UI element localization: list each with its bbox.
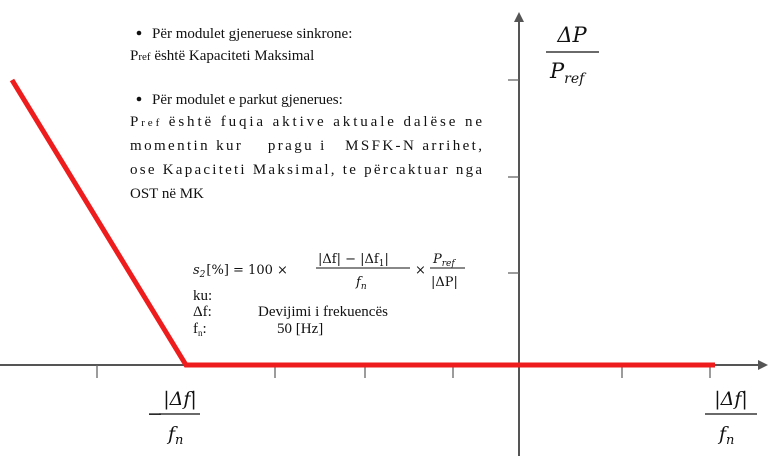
- text: :: [208, 304, 212, 320]
- numerator: Pref: [432, 252, 456, 269]
- symbol: f: [166, 423, 178, 445]
- x-neg-num: |Δf|: [163, 388, 197, 410]
- symbol: f: [717, 423, 729, 445]
- symbol: P: [549, 59, 565, 83]
- legend-text: Devijimi i frekuencës: [258, 304, 388, 320]
- subscript: 1: [379, 259, 385, 269]
- bullet-title: Për modulet gjeneruese sinkrone:: [152, 26, 352, 42]
- subscript: ref: [564, 71, 587, 87]
- subscript: ref: [442, 259, 457, 269]
- x-pos-num: |Δf|: [714, 388, 748, 410]
- symbol: P: [130, 114, 138, 130]
- bullet-line: ose Kapaciteti Maksimal, te përcaktuar n…: [130, 162, 482, 178]
- bullet-line: momentin kur pragu i MSFK-N arrihet,: [130, 138, 482, 154]
- text: :: [203, 321, 207, 337]
- subscript: ref: [141, 117, 159, 129]
- bullet-line: Pref është Kapaciteti Maksimal: [130, 48, 314, 64]
- symbol: P: [130, 48, 138, 64]
- subscript: n: [361, 282, 367, 292]
- symbol: Δf: [193, 304, 208, 320]
- denominator: |ΔP|: [431, 275, 458, 290]
- bullet: [136, 96, 142, 102]
- text: |: [384, 252, 388, 267]
- bullet-title: Për modulet e parkut gjenerues:: [152, 92, 343, 108]
- characteristic-line: [9, 78, 715, 368]
- x-pos-den: fn: [717, 423, 734, 448]
- subscript: ref: [138, 51, 151, 63]
- legend-text: 50 [Hz]: [277, 321, 323, 337]
- subscript: n: [175, 433, 183, 448]
- legend-symbol: fn:: [193, 321, 207, 338]
- bullet: [136, 30, 142, 36]
- bullet-line: OST në MK: [130, 186, 204, 202]
- y-label-den: Pref: [549, 59, 587, 87]
- y-label-num: ΔP: [556, 23, 587, 47]
- numerator: |Δf| − |Δf1|: [318, 252, 389, 269]
- legend-symbol: Δf:: [193, 304, 212, 320]
- formula: s2[%] = 100 × |Δf| − |Δf1| fn × Pref |ΔP…: [193, 252, 465, 292]
- x-neg-sign: −: [147, 403, 163, 425]
- text: është fuqia aktive aktuale dalëse ne: [162, 114, 482, 130]
- text: është Kapaciteti Maksimal: [151, 48, 315, 64]
- legend-intro: ku:: [193, 288, 212, 304]
- times: ×: [415, 263, 426, 278]
- formula-lhs: s2[%] = 100 ×: [193, 263, 288, 280]
- symbol: P: [432, 252, 442, 267]
- symbol: f: [355, 275, 363, 290]
- text: |Δf| − |Δf: [318, 252, 380, 267]
- subscript: 2: [199, 270, 206, 280]
- x-neg-den: fn: [166, 423, 183, 448]
- text: [%] = 100 ×: [206, 263, 288, 278]
- subscript: n: [198, 328, 203, 338]
- denominator: fn: [355, 275, 367, 292]
- symbol: f: [193, 321, 198, 337]
- subscript: n: [726, 433, 734, 448]
- symbol: s: [193, 263, 200, 278]
